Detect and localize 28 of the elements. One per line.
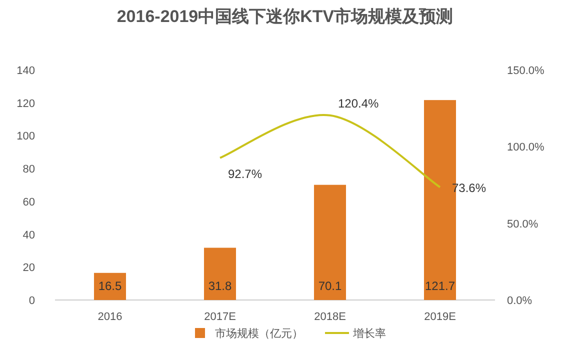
y-tick-label: 100 (16, 130, 35, 143)
y-tick-label: 80 (22, 164, 35, 176)
data-label: 121.7 (424, 279, 456, 293)
chart-title: 2016-2019中国线下迷你KTV市场规模及预测 (116, 7, 454, 26)
legend-label: 增长率 (352, 327, 386, 340)
data-label: 120.4% (338, 96, 380, 110)
x-tick-label: 2019E (424, 311, 456, 323)
y-tick-label: 140 (16, 65, 35, 77)
bar (314, 184, 346, 300)
data-label: 16.5 (98, 279, 122, 293)
x-tick-label: 2018E (314, 311, 346, 323)
x-tick-label: 2017E (204, 311, 236, 323)
data-label: 70.1 (318, 279, 342, 293)
y-tick-label: 60 (22, 196, 35, 208)
data-label: 31.8 (208, 279, 232, 293)
y-tick-label: 20 (22, 262, 35, 274)
y-tick-label: 40 (22, 229, 35, 242)
bar (94, 272, 126, 300)
y2-tick-label: 0.0% (507, 295, 532, 307)
y-tick-label: 120 (16, 98, 35, 110)
data-label: 92.7% (228, 166, 262, 181)
bar (204, 248, 236, 300)
x-tick-label: 2016 (98, 311, 122, 323)
y2-tick-label: 50.0% (507, 218, 538, 230)
legend-label: 市场规模（亿元） (215, 327, 303, 340)
y-tick-label: 0 (28, 295, 35, 307)
y2-tick-label: 150.0% (507, 65, 545, 77)
y2-tick-label: 100.0% (507, 142, 545, 154)
